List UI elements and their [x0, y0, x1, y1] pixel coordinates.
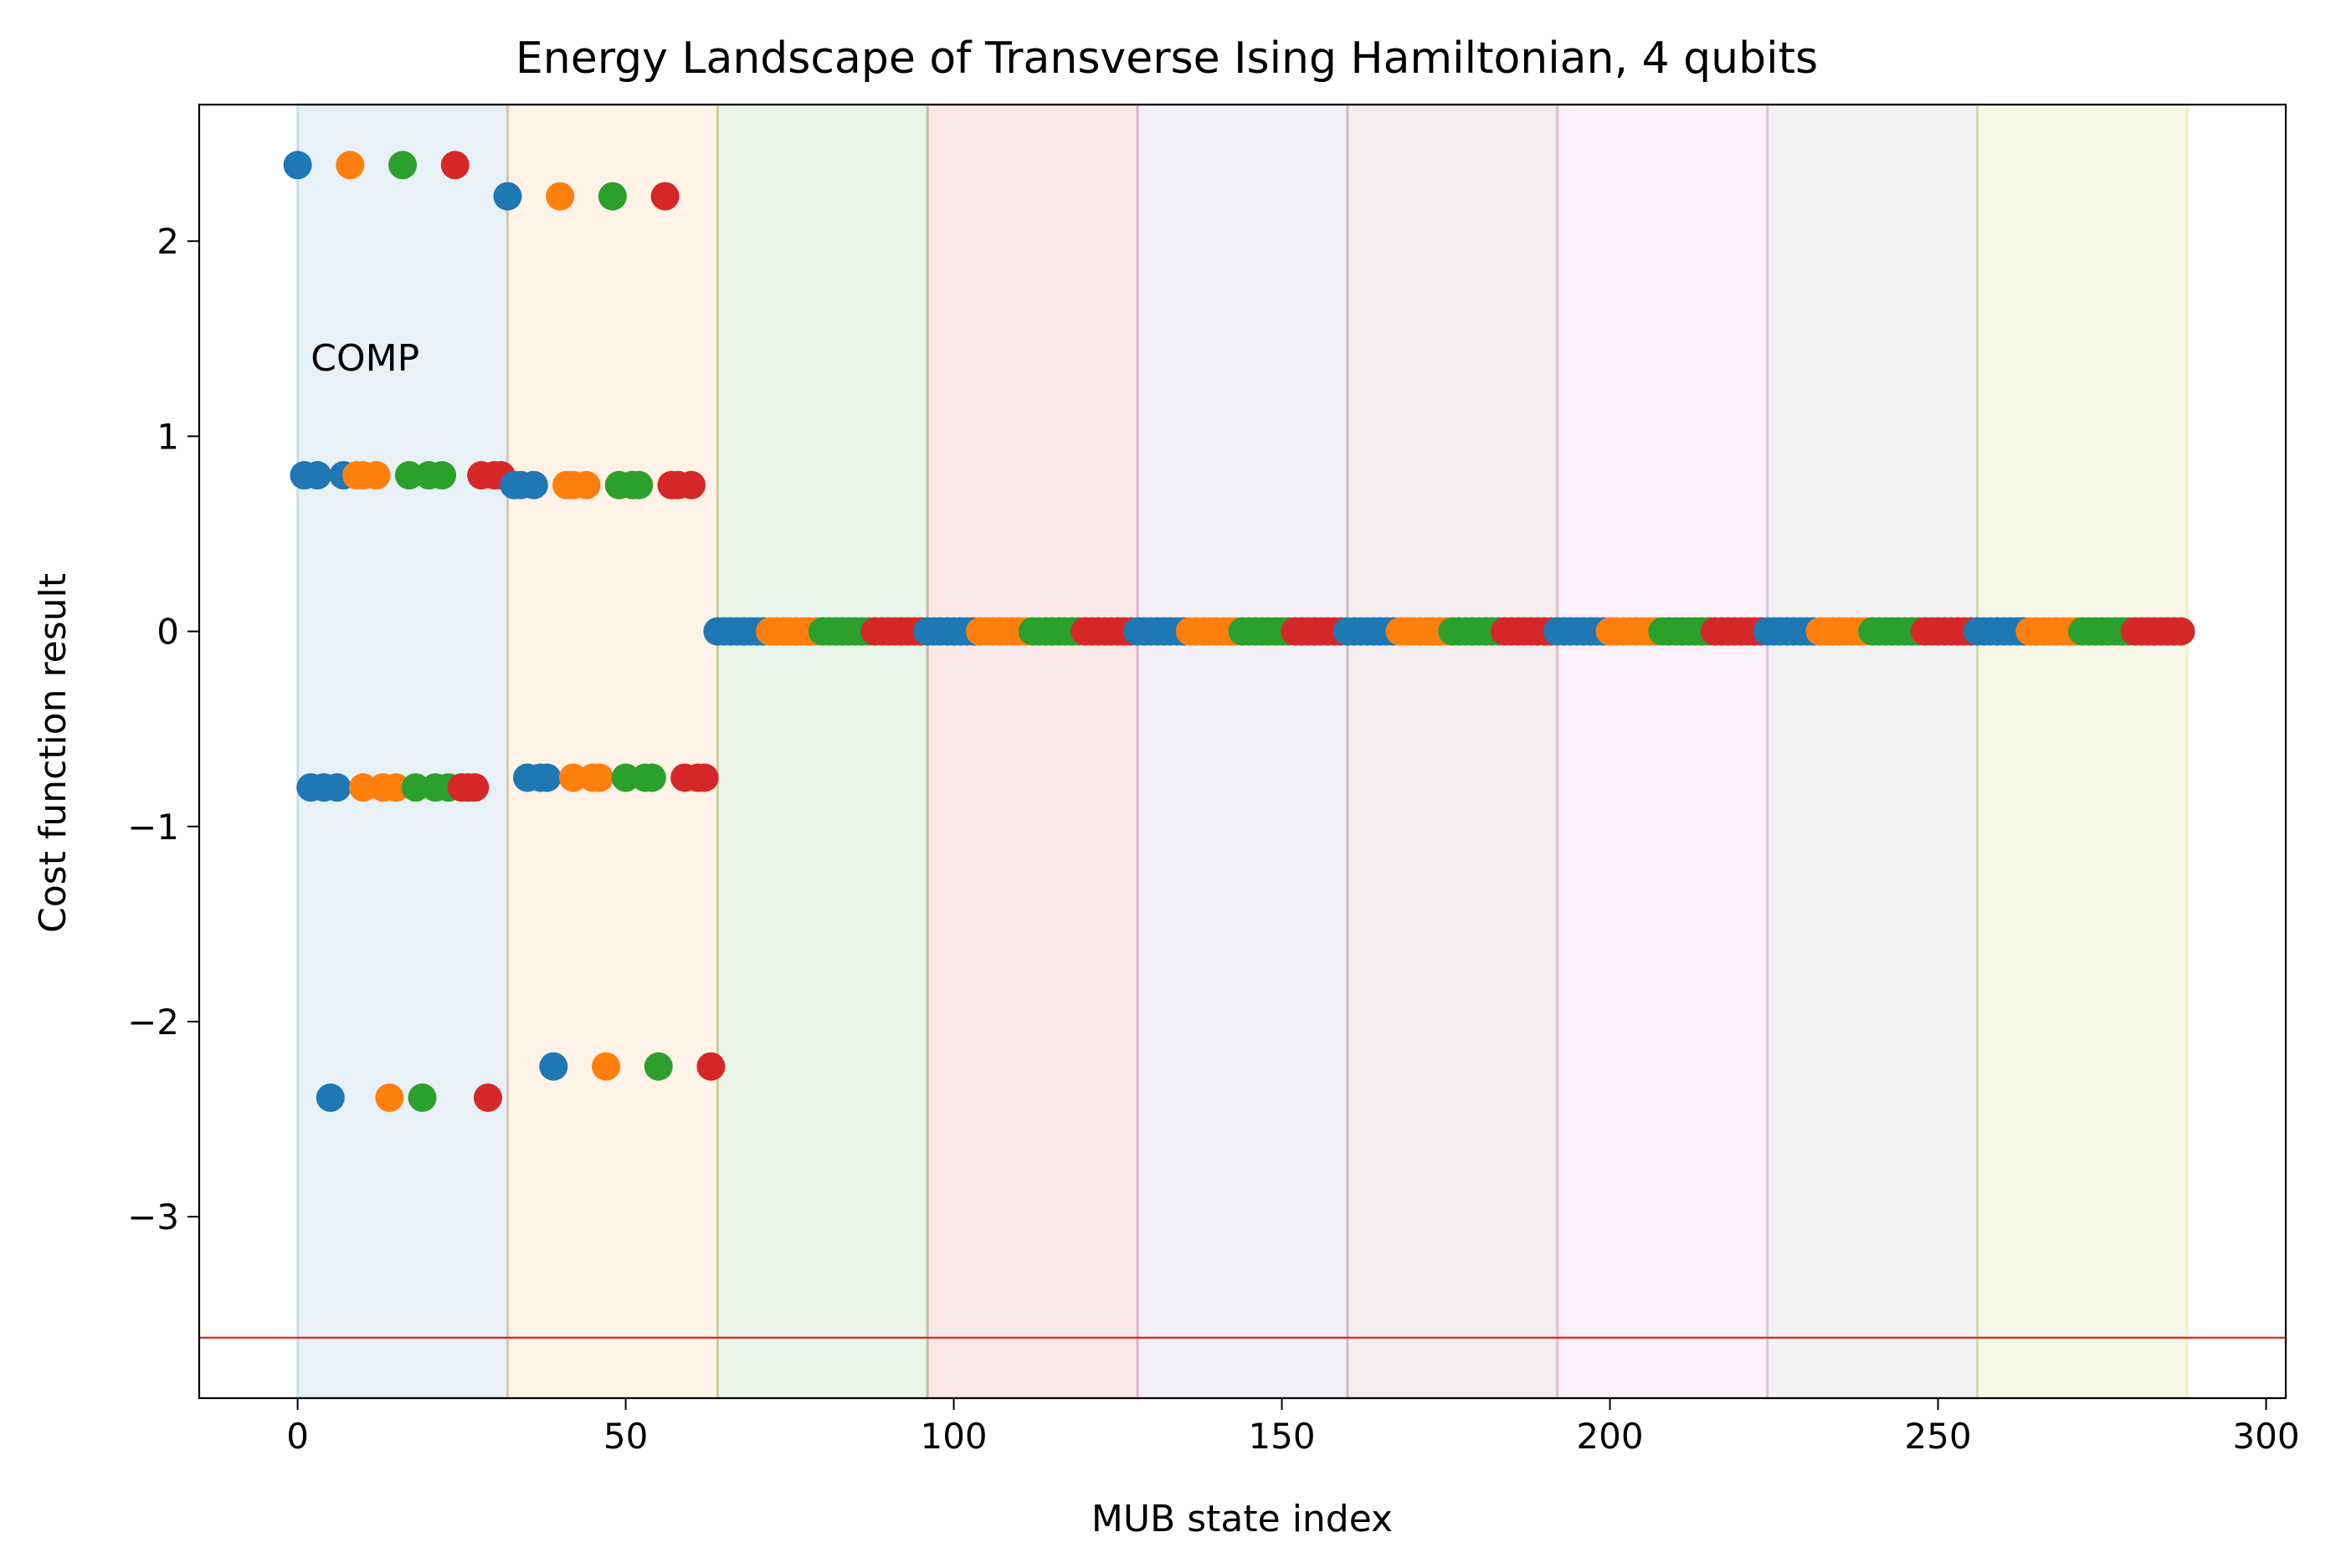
- y-tick-label-0: 0: [157, 612, 179, 653]
- x-tick-label-150: 150: [1248, 1416, 1315, 1457]
- x-tick-label-200: 200: [1576, 1416, 1643, 1457]
- data-point-31: [676, 470, 706, 500]
- y-tick-label--3: −3: [127, 1196, 179, 1237]
- data-point-3: [440, 151, 470, 180]
- data-point-25: [572, 470, 601, 500]
- data-point-46: [532, 763, 562, 792]
- basis-band-8: [1976, 103, 2189, 1400]
- data-point-4: [493, 182, 522, 211]
- y-tick-label-2: 2: [157, 221, 179, 262]
- data-point-22: [519, 470, 548, 500]
- data-point-6: [598, 182, 627, 211]
- data-point-57: [375, 1083, 404, 1112]
- x-tick-label-50: 50: [603, 1416, 648, 1457]
- chart-title: Energy Landscape of Transverse Ising Ham…: [516, 33, 1818, 84]
- basis-band-7: [1766, 103, 1979, 1400]
- data-point-14: [394, 461, 424, 490]
- y-axis-ticks: −3 −2 −1 0 1 2: [127, 221, 199, 1237]
- data-point-5: [546, 182, 575, 211]
- data-point-13: [362, 461, 391, 490]
- basis-band-5: [1346, 103, 1559, 1400]
- basis-band-0: [296, 103, 509, 1400]
- zero-point-287: [2166, 617, 2195, 646]
- basis-band-2: [716, 103, 929, 1400]
- data-point-7: [650, 182, 680, 211]
- data-point-0: [283, 151, 312, 180]
- data-points: [283, 151, 2195, 1112]
- data-point-9: [303, 461, 332, 490]
- data-point-38: [401, 773, 430, 802]
- comp-annotation: COMP: [311, 337, 419, 380]
- data-point-60: [539, 1052, 568, 1081]
- data-point-56: [316, 1083, 345, 1112]
- data-point-47: [558, 763, 588, 792]
- data-point-52: [637, 763, 666, 792]
- data-point-50: [611, 763, 640, 792]
- data-point-43: [460, 773, 490, 802]
- basis-band-6: [1556, 103, 1769, 1400]
- data-point-16: [428, 461, 457, 490]
- basis-bands: [296, 103, 2189, 1400]
- data-point-63: [696, 1052, 726, 1081]
- data-point-28: [624, 470, 654, 500]
- data-point-62: [644, 1052, 673, 1081]
- y-axis-label: Cost function result: [32, 573, 74, 933]
- data-point-49: [585, 763, 614, 792]
- x-tick-label-100: 100: [920, 1416, 987, 1457]
- data-point-58: [408, 1083, 437, 1112]
- basis-band-3: [926, 103, 1139, 1400]
- x-tick-label-300: 300: [2232, 1416, 2299, 1457]
- data-point-34: [322, 773, 352, 802]
- data-point-59: [473, 1083, 502, 1112]
- data-point-61: [592, 1052, 621, 1081]
- data-point-55: [690, 763, 719, 792]
- data-point-35: [348, 773, 377, 802]
- x-axis-ticks: 0 50 100 150 200 250 300: [286, 1398, 2300, 1457]
- x-axis-label: MUB state index: [1091, 1498, 1393, 1540]
- y-tick-label--2: −2: [127, 1002, 179, 1043]
- y-tick-label--1: −1: [127, 807, 179, 848]
- data-point-2: [388, 151, 418, 180]
- x-tick-label-250: 250: [1904, 1416, 1971, 1457]
- data-point-37: [382, 773, 411, 802]
- y-tick-label-1: 1: [157, 416, 179, 457]
- data-point-1: [336, 151, 365, 180]
- basis-band-4: [1136, 103, 1349, 1400]
- plot-frame: [198, 103, 2287, 1400]
- x-tick-label-0: 0: [286, 1416, 309, 1457]
- basis-band-1: [506, 103, 719, 1400]
